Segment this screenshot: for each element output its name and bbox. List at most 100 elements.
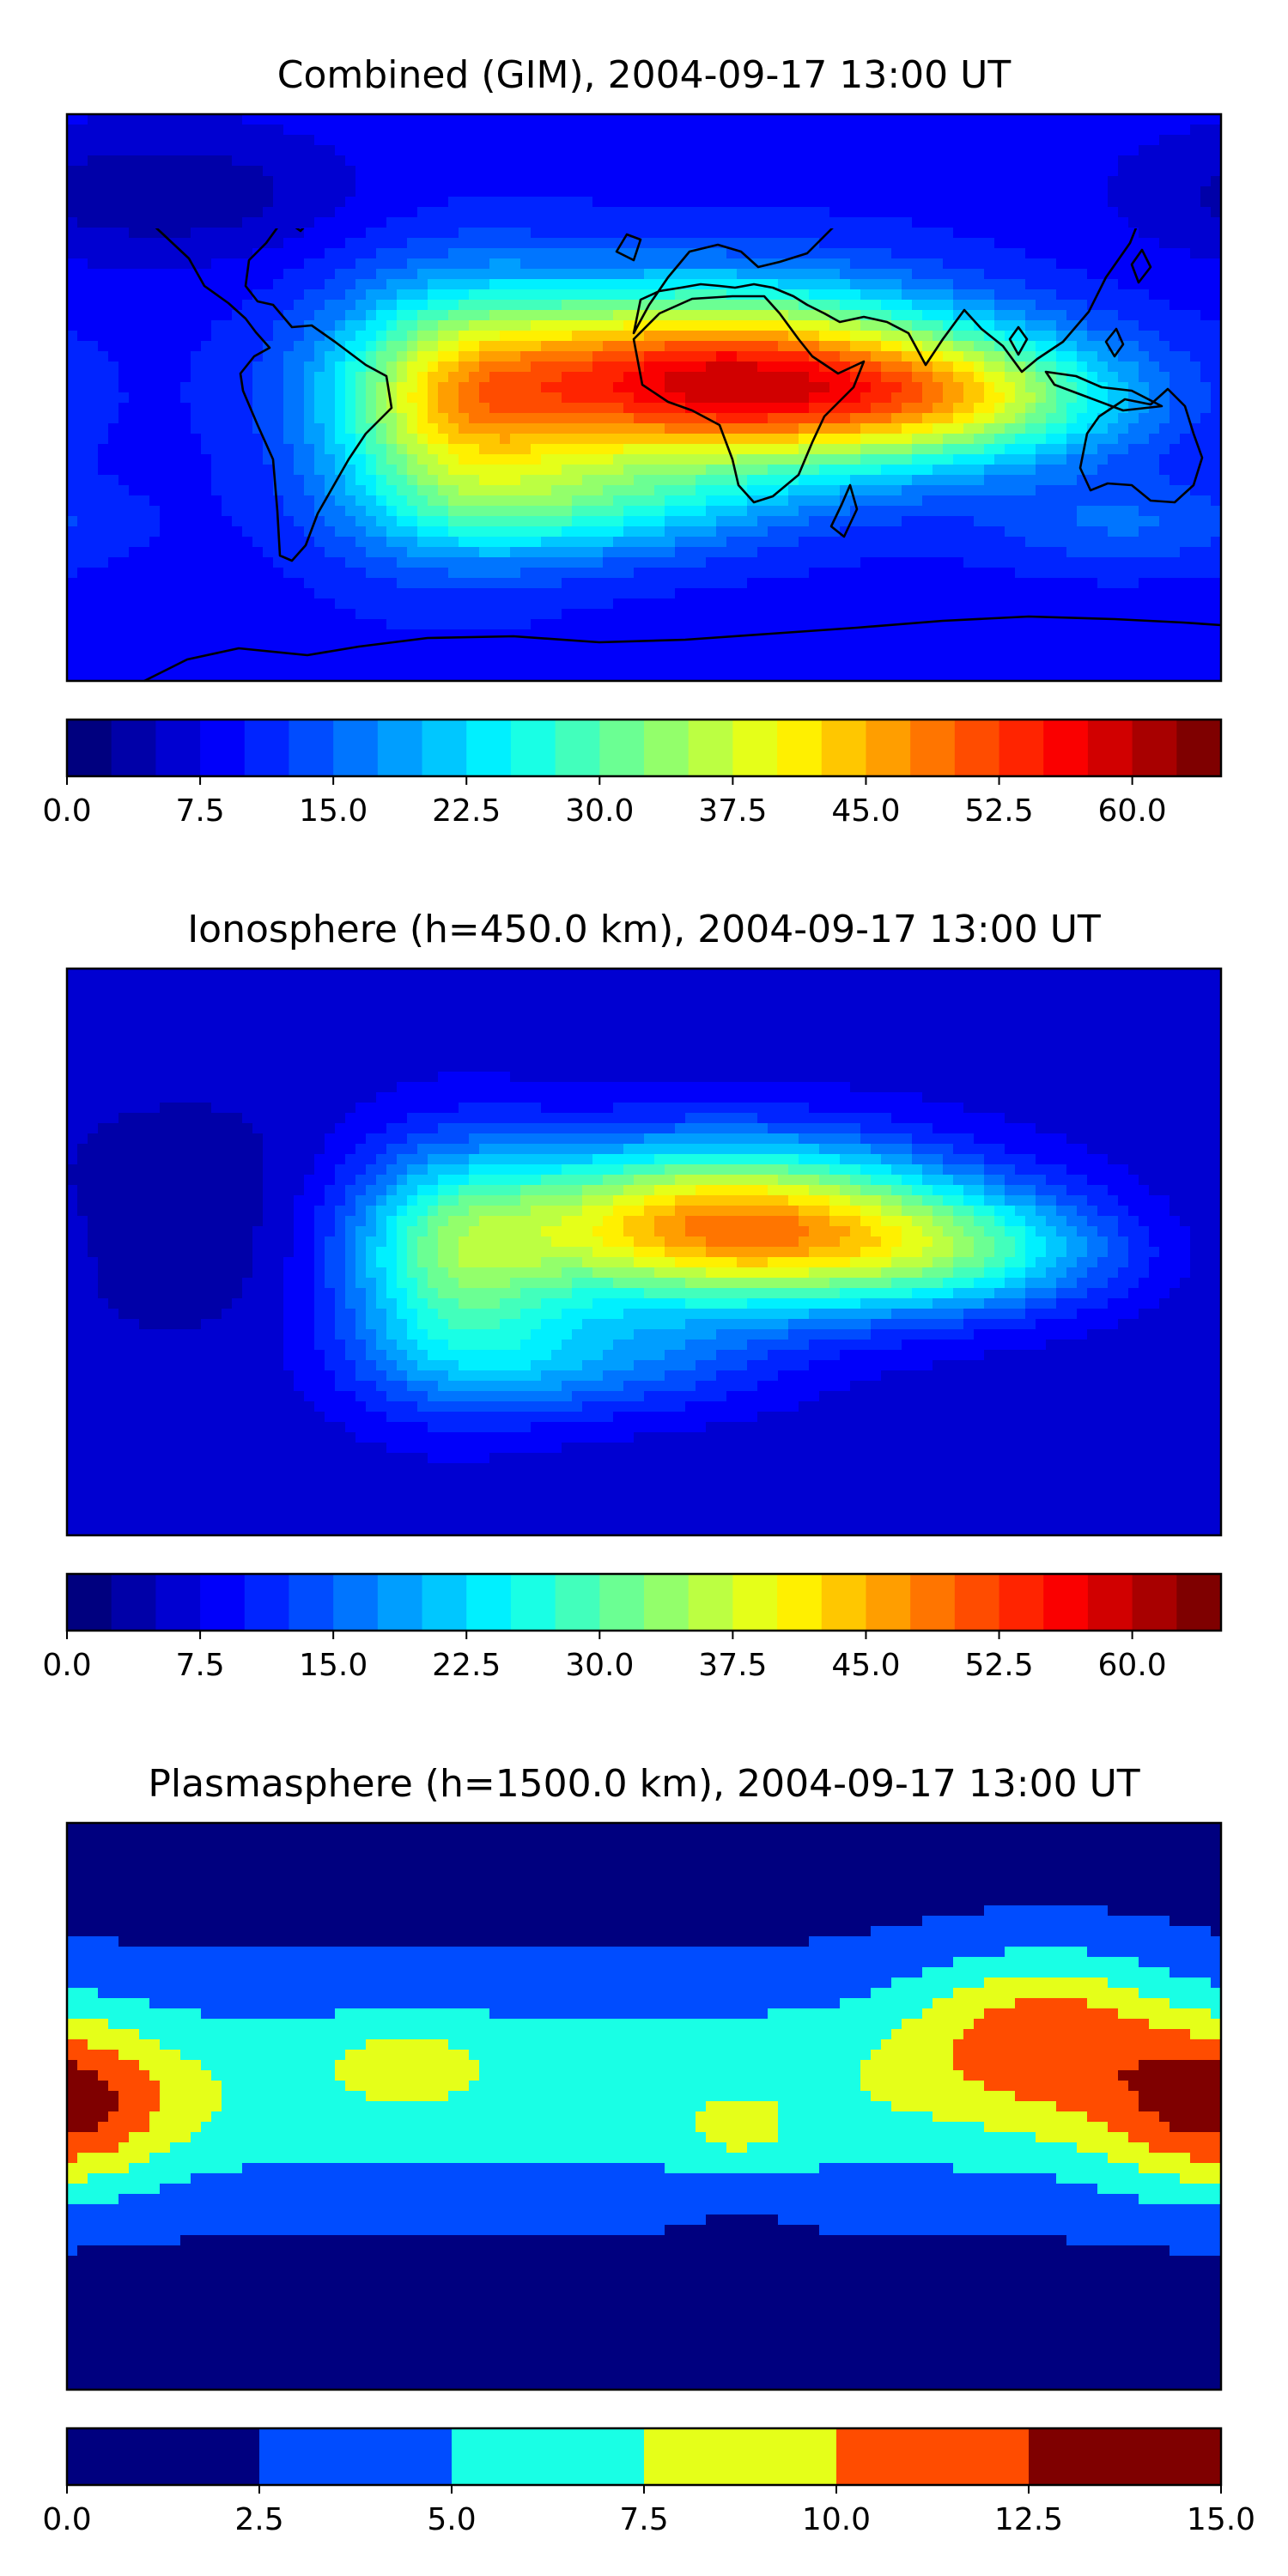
field-cell <box>118 434 130 445</box>
field-cell <box>500 351 511 362</box>
field-cell <box>1097 238 1109 249</box>
field-cell <box>1015 135 1026 146</box>
field-cell <box>335 207 346 218</box>
field-cell <box>840 269 851 280</box>
field-cell <box>778 310 789 321</box>
field-cell <box>180 258 191 270</box>
field-cell <box>675 413 686 424</box>
field-cell <box>788 310 799 321</box>
field-cell <box>819 506 830 517</box>
field-cell <box>696 197 707 208</box>
field-cell <box>603 320 614 331</box>
field-cell <box>757 155 769 167</box>
field-cell <box>1139 526 1150 538</box>
field-cell <box>1036 434 1047 445</box>
field-cell <box>922 465 933 476</box>
field-cell <box>1015 145 1026 156</box>
field-cell <box>489 568 501 579</box>
field-cell <box>149 372 161 383</box>
field-cell <box>510 361 521 373</box>
field-cell <box>469 186 480 197</box>
field-cell <box>943 145 954 156</box>
field-cell <box>974 217 985 228</box>
field-cell <box>108 475 119 486</box>
field-cell <box>252 475 264 486</box>
field-cell <box>67 382 78 393</box>
field-cell <box>1159 228 1170 239</box>
field-cell <box>706 186 717 197</box>
field-cell <box>871 351 882 362</box>
field-cell <box>489 238 501 249</box>
field-cell <box>613 207 624 218</box>
field-cell <box>500 125 511 136</box>
field-cell <box>1190 279 1201 290</box>
field-cell <box>417 506 428 517</box>
field-cell <box>562 145 573 156</box>
field-cell <box>376 331 387 342</box>
field-cell <box>819 434 830 445</box>
field-cell <box>953 269 964 280</box>
field-cell <box>1077 331 1088 342</box>
field-cell <box>582 207 593 218</box>
field-cell <box>325 413 336 424</box>
field-cell <box>1139 320 1150 331</box>
field-cell <box>139 125 150 136</box>
field-cell <box>67 423 78 434</box>
field-cell <box>232 465 243 476</box>
field-cell <box>778 557 789 568</box>
field-cell <box>778 341 789 352</box>
field-cell <box>572 248 583 259</box>
field-cell <box>716 258 727 270</box>
field-cell <box>551 485 562 496</box>
field-cell <box>891 145 902 156</box>
field-cell <box>139 485 150 496</box>
field-cell <box>871 289 882 301</box>
field-cell <box>809 145 820 156</box>
field-cell <box>1077 537 1088 548</box>
field-cell <box>1066 361 1078 373</box>
field-cell <box>634 145 645 156</box>
field-cell <box>386 186 398 197</box>
field-cell <box>1066 155 1078 167</box>
field-cell <box>438 444 449 455</box>
field-cell <box>1015 248 1026 259</box>
field-cell <box>850 300 861 311</box>
field-cell <box>417 176 428 187</box>
field-cell <box>1139 516 1150 527</box>
field-cell <box>592 197 604 208</box>
field-cell <box>314 372 325 383</box>
field-cell <box>263 310 274 321</box>
field-cell <box>118 238 130 249</box>
field-cell <box>654 269 665 280</box>
field-cell <box>1015 197 1026 208</box>
field-cell <box>417 238 428 249</box>
field-cell <box>819 423 830 434</box>
field-cell <box>1056 475 1067 486</box>
field-cell <box>1056 526 1067 538</box>
field-cell <box>180 145 191 156</box>
field-cell <box>1077 289 1088 301</box>
field-cell <box>582 506 593 517</box>
field-cell <box>283 361 295 373</box>
field-cell <box>1200 228 1212 239</box>
field-cell <box>397 361 408 373</box>
field-cell <box>1036 341 1047 352</box>
field-cell <box>294 444 305 455</box>
field-cell <box>335 495 346 507</box>
field-cell <box>366 526 377 538</box>
field-cell <box>778 403 789 414</box>
field-cell <box>943 176 954 187</box>
field-cell <box>232 114 243 125</box>
field-cell <box>170 465 181 476</box>
field-cell <box>222 537 233 548</box>
field-cell <box>1190 269 1201 280</box>
field-cell <box>768 557 779 568</box>
field-cell <box>191 372 202 383</box>
field-cell <box>407 454 418 465</box>
field-cell <box>366 310 377 321</box>
field-cell <box>459 382 470 393</box>
field-cell <box>1149 465 1160 476</box>
field-cell <box>325 125 336 136</box>
field-cell <box>489 258 501 270</box>
field-cell <box>201 372 212 383</box>
